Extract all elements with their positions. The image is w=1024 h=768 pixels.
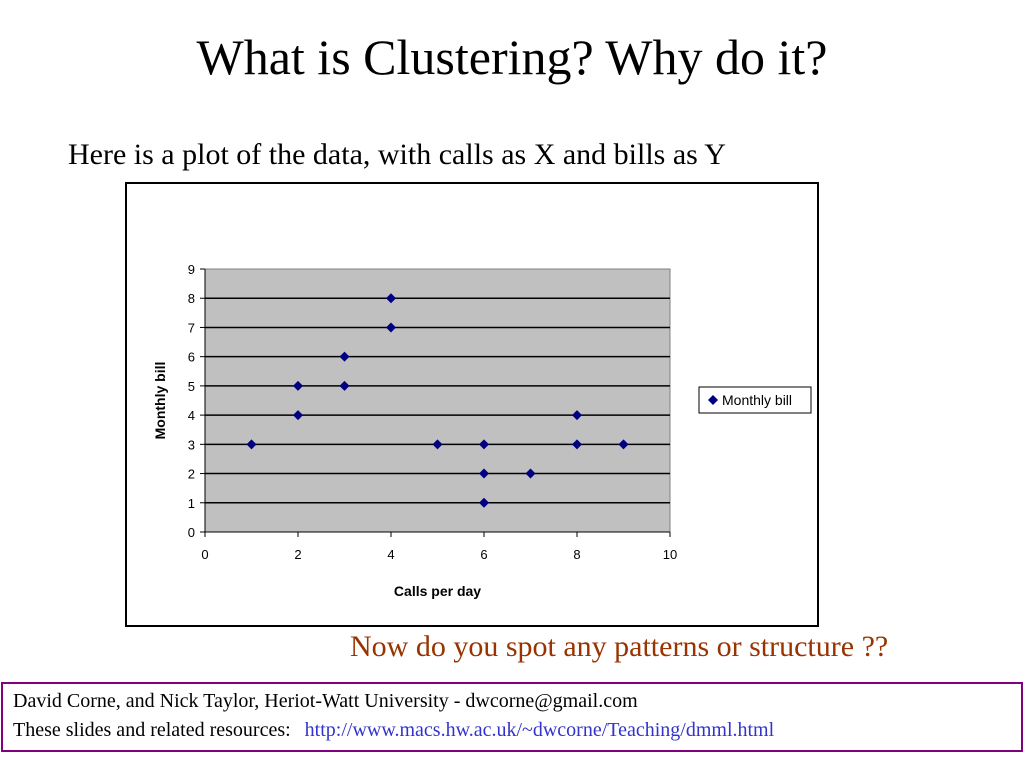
data-point <box>339 351 350 362</box>
data-point <box>572 439 582 450</box>
data-point <box>293 380 303 391</box>
data-point <box>246 439 257 450</box>
chart-container: 0 1 2 3 4 5 6 7 8 9 0 2 4 6 8 10 Calls per day Monthly bi… <box>125 182 819 627</box>
y-tick-label: 0 <box>188 525 195 540</box>
resources-link[interactable]: http://www.macs.hw.ac.uk/~dwcorne/Teachi… <box>304 719 775 741</box>
y-tick-label: 5 <box>188 379 195 394</box>
footer-resources: These slides and related resources: http:… <box>13 719 774 742</box>
footer-credits: David Corne, and Nick Taylor, Heriot-Wat… <box>13 690 638 712</box>
x-tick-label: 4 <box>387 547 394 562</box>
data-point <box>386 322 396 333</box>
x-tick-label: 6 <box>480 547 487 562</box>
data-point <box>479 497 489 508</box>
y-tick-label: 2 <box>188 467 195 482</box>
scatter-chart: 0 1 2 3 4 5 6 7 8 9 0 2 4 6 8 10 Calls per day Monthly bi… <box>152 262 812 599</box>
slide-subtitle: Here is a plot of the data, with calls a… <box>68 138 726 171</box>
y-tick-label: 4 <box>188 408 195 423</box>
footer: David Corne, and Nick Taylor, Heriot-Wat… <box>1 682 1023 752</box>
data-point <box>386 293 396 304</box>
data-point <box>339 380 350 391</box>
legend-label: Monthly bill <box>722 392 792 408</box>
x-tick-label: 0 <box>201 547 208 562</box>
y-tick-label: 7 <box>188 320 195 335</box>
data-point <box>618 439 629 450</box>
x-tick-label: 2 <box>294 547 301 562</box>
data-point <box>572 410 582 421</box>
slide-title: What is Clustering? Why do it? <box>196 29 828 85</box>
prompt-text: Now do you spot any patterns or structur… <box>350 630 889 663</box>
x-tick-label: 8 <box>573 547 580 562</box>
y-axis-label: Monthly bill <box>152 362 168 440</box>
x-axis-label: Calls per day <box>394 583 481 599</box>
data-point <box>479 468 489 479</box>
y-tick-label: 3 <box>188 437 195 452</box>
y-tick-label: 6 <box>188 350 195 365</box>
data-point <box>525 468 536 479</box>
plot-area <box>204 268 671 533</box>
x-tick-label: 10 <box>663 547 677 562</box>
y-tick-label: 8 <box>188 291 195 306</box>
data-point <box>432 439 443 450</box>
footer-resources-label: These slides and related resources: <box>13 719 291 741</box>
data-point <box>479 439 489 450</box>
legend-marker <box>708 395 718 405</box>
data-point <box>293 410 303 421</box>
y-tick-label: 9 <box>188 262 195 277</box>
y-tick-label: 1 <box>188 496 195 511</box>
